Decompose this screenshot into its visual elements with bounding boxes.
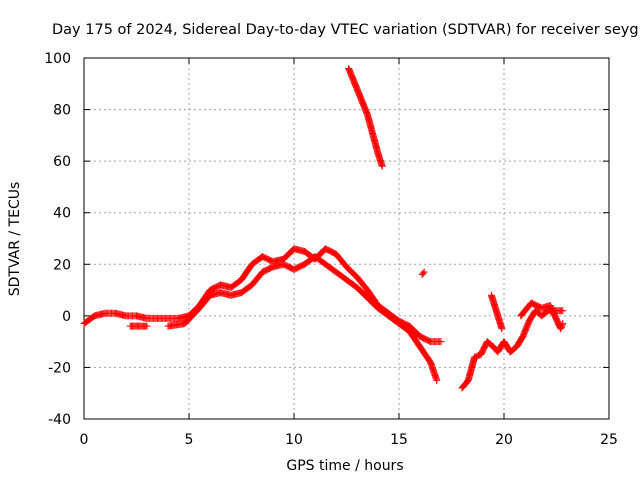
data-point bbox=[345, 64, 361, 92]
data-point bbox=[498, 325, 506, 333]
data-point bbox=[343, 263, 360, 280]
data-point bbox=[559, 307, 567, 315]
series-late-high bbox=[487, 291, 567, 333]
data-point bbox=[517, 300, 534, 320]
y-tick-label: 80 bbox=[53, 103, 71, 119]
data-point bbox=[471, 351, 484, 361]
data-point bbox=[353, 273, 371, 293]
data-point bbox=[374, 149, 386, 169]
data-point bbox=[322, 260, 339, 275]
data-point bbox=[538, 308, 551, 320]
data-point bbox=[418, 269, 427, 279]
data-point bbox=[557, 321, 566, 333]
data-point bbox=[477, 339, 491, 359]
y-axis-label: SDTVAR / TECUs bbox=[7, 182, 23, 297]
y-tick-label: -40 bbox=[48, 412, 71, 428]
data-point bbox=[238, 282, 255, 297]
x-tick-label: 20 bbox=[495, 432, 513, 448]
x-tick-label: 5 bbox=[185, 432, 194, 448]
x-axis-ticks: 0 5 10 15 20 25 bbox=[80, 58, 618, 448]
data-point bbox=[248, 269, 266, 289]
series-steep bbox=[345, 64, 386, 170]
data-point bbox=[385, 312, 402, 327]
y-tick-label: 20 bbox=[53, 257, 71, 273]
data-point bbox=[343, 276, 360, 291]
grid-lines bbox=[84, 58, 609, 419]
x-tick-label: 25 bbox=[600, 432, 618, 448]
data-point bbox=[374, 304, 391, 319]
data-point bbox=[464, 354, 478, 384]
data-point bbox=[196, 292, 213, 312]
data-point bbox=[332, 268, 349, 283]
data-point bbox=[458, 377, 472, 392]
x-tick-label: 10 bbox=[285, 432, 303, 448]
x-tick-label: 0 bbox=[80, 432, 89, 448]
y-tick-label: -20 bbox=[48, 360, 71, 376]
data-point bbox=[416, 332, 433, 345]
data-point bbox=[364, 294, 381, 311]
data-point bbox=[248, 253, 265, 268]
data-point bbox=[259, 263, 276, 276]
data-point bbox=[378, 162, 386, 170]
data-point bbox=[506, 344, 520, 356]
data-point bbox=[280, 246, 297, 263]
data-point bbox=[513, 334, 526, 351]
series-late bbox=[458, 307, 567, 392]
data-point bbox=[395, 320, 412, 335]
data-points bbox=[80, 64, 567, 392]
data-point bbox=[406, 322, 423, 340]
data-point bbox=[311, 253, 328, 268]
y-tick-label: 60 bbox=[53, 154, 71, 170]
data-point bbox=[181, 305, 203, 328]
data-point bbox=[80, 313, 97, 328]
data-point bbox=[519, 318, 533, 340]
y-axis-ticks: -40 -20 0 20 40 60 80 100 bbox=[44, 51, 609, 428]
data-point bbox=[227, 277, 244, 291]
series-main bbox=[80, 245, 445, 346]
data-point bbox=[406, 327, 423, 350]
data-point bbox=[143, 322, 151, 330]
x-tick-label: 15 bbox=[390, 432, 408, 448]
data-point bbox=[322, 245, 339, 257]
series-lower bbox=[126, 253, 441, 384]
data-point bbox=[437, 338, 445, 346]
y-tick-label: 40 bbox=[53, 206, 71, 222]
series-isolated-16 bbox=[418, 268, 428, 279]
data-point bbox=[427, 358, 440, 383]
data-point bbox=[301, 253, 318, 268]
data-point bbox=[487, 291, 506, 332]
data-point bbox=[332, 250, 350, 270]
data-point bbox=[353, 283, 371, 301]
plot-frame bbox=[83, 57, 610, 420]
x-axis-label: GPS time / hours bbox=[286, 458, 403, 474]
data-point bbox=[238, 261, 255, 284]
data-point bbox=[364, 111, 382, 156]
data-point bbox=[559, 320, 567, 328]
data-point bbox=[353, 85, 371, 118]
chart-title: Day 175 of 2024, Sidereal Day-to-day VTE… bbox=[52, 22, 639, 38]
data-point bbox=[290, 261, 307, 273]
data-point bbox=[483, 338, 496, 350]
data-point bbox=[546, 302, 564, 332]
data-point bbox=[433, 376, 441, 384]
data-point bbox=[416, 343, 434, 365]
data-point bbox=[420, 268, 428, 276]
y-tick-label: 100 bbox=[44, 51, 71, 67]
y-tick-label: 0 bbox=[62, 309, 71, 325]
